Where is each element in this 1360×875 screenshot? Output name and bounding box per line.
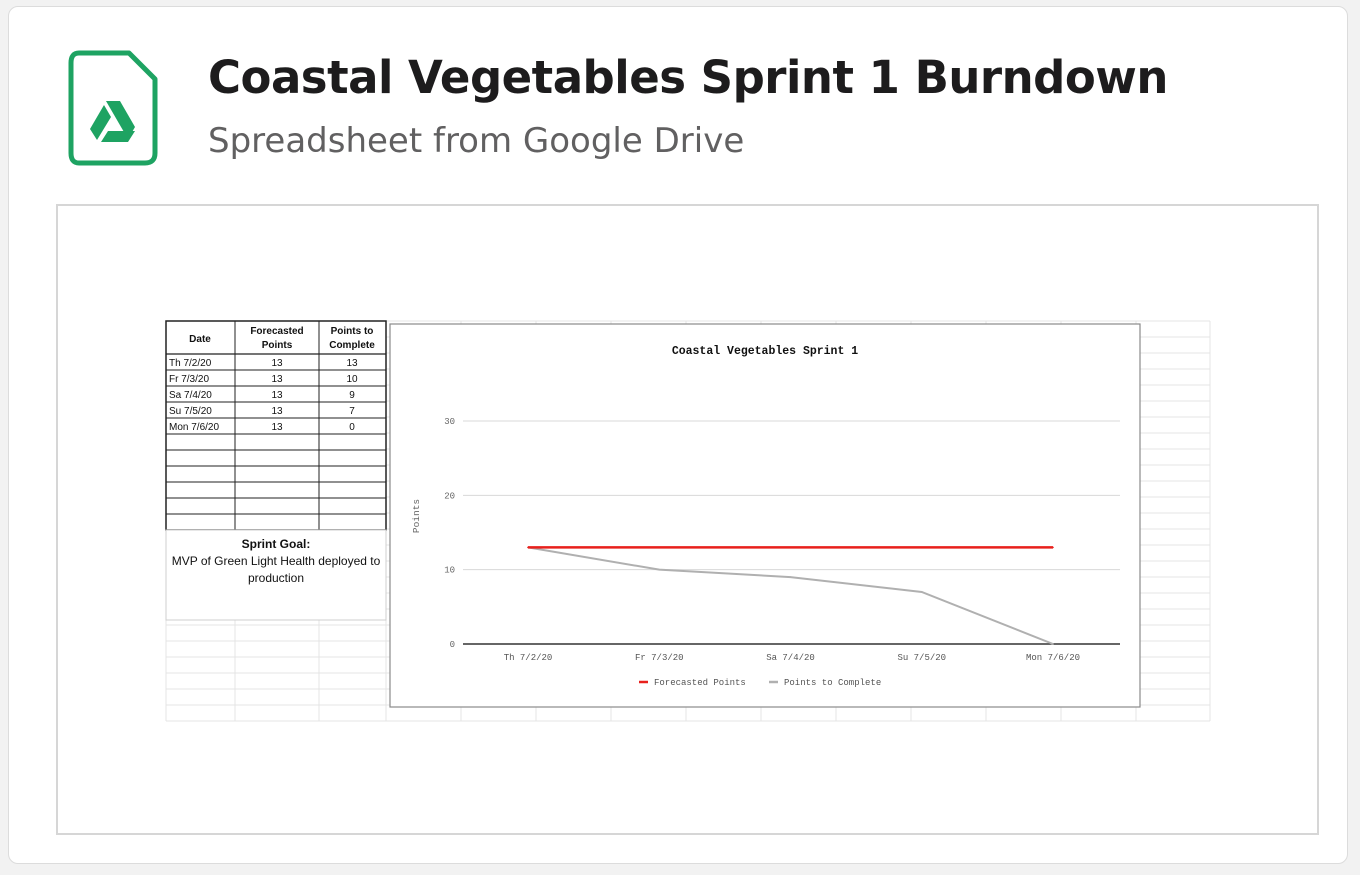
x-tick-label: Mon 7/6/20 bbox=[1026, 653, 1080, 663]
drive-logo-icon bbox=[90, 101, 135, 142]
data-point bbox=[920, 591, 923, 593]
spreadsheet-thumbnail: Date Forecasted Points Points to Complet… bbox=[165, 320, 1211, 722]
table-cell-forecasted: 13 bbox=[271, 422, 283, 433]
y-tick-label: 30 bbox=[444, 417, 455, 427]
sprint-goal-label: Sprint Goal: bbox=[242, 537, 311, 551]
burndown-chart: Coastal Vegetables Sprint 1 Points 0 10 20… bbox=[389, 323, 1141, 708]
table-border bbox=[165, 320, 387, 531]
sprint-goal-text-line2: production bbox=[248, 571, 304, 585]
header-forecasted-line1: Forecasted bbox=[250, 326, 303, 337]
y-tick-label: 20 bbox=[444, 491, 455, 501]
table-cell-forecasted: 13 bbox=[271, 390, 283, 401]
table-cell-points: 13 bbox=[346, 358, 358, 369]
header-forecasted-line2: Points bbox=[262, 340, 293, 351]
chart-legend: Forecasted Points Points to Complete bbox=[639, 678, 881, 688]
table-cell-date: Mon 7/6/20 bbox=[169, 422, 219, 433]
data-point bbox=[920, 546, 923, 549]
chart-gridlines bbox=[463, 420, 1120, 645]
header-points-line2: Complete bbox=[329, 340, 375, 351]
table-cell-points: 0 bbox=[349, 422, 355, 433]
y-axis-label: Points bbox=[411, 499, 422, 533]
table-cell-date: Th 7/2/20 bbox=[169, 358, 212, 369]
table-cell-forecasted: 13 bbox=[271, 374, 283, 385]
table-cell-forecasted: 13 bbox=[271, 358, 283, 369]
google-drive-spreadsheet-icon bbox=[68, 50, 158, 166]
chart-frame bbox=[389, 323, 1141, 708]
data-table: Date Forecasted Points Points to Complet… bbox=[165, 320, 387, 621]
chart-title: Coastal Vegetables Sprint 1 bbox=[672, 345, 858, 358]
data-point bbox=[1052, 546, 1054, 549]
legend-label: Forecasted Points bbox=[654, 678, 746, 688]
x-tick-label: Sa 7/4/20 bbox=[766, 653, 815, 663]
table-cell-points: 10 bbox=[346, 374, 358, 385]
data-point bbox=[789, 576, 792, 578]
table-cell-points: 9 bbox=[349, 390, 355, 401]
y-tick-label: 10 bbox=[444, 566, 455, 576]
drive-attachment-card[interactable]: Coastal Vegetables Sprint 1 Burndown Spr… bbox=[8, 6, 1348, 864]
table-cell-date: Fr 7/3/20 bbox=[169, 374, 209, 385]
file-title[interactable]: Coastal Vegetables Sprint 1 Burndown bbox=[208, 51, 1168, 104]
data-point bbox=[658, 568, 661, 571]
table-cell-points: 7 bbox=[349, 406, 355, 417]
file-source-subtitle: Spreadsheet from Google Drive bbox=[208, 121, 745, 161]
table-cell-date: Su 7/5/20 bbox=[169, 406, 212, 417]
data-point bbox=[527, 546, 529, 549]
header-date: Date bbox=[189, 334, 211, 345]
y-tick-label: 0 bbox=[450, 640, 455, 650]
sprint-goal-box bbox=[165, 529, 387, 621]
x-tick-label: Th 7/2/20 bbox=[504, 653, 553, 663]
table-cell-forecasted: 13 bbox=[271, 406, 283, 417]
sprint-goal-text-line1: MVP of Green Light Health deployed to bbox=[172, 554, 381, 568]
data-point bbox=[658, 546, 661, 549]
x-tick-label: Fr 7/3/20 bbox=[635, 653, 684, 663]
data-point bbox=[789, 546, 792, 549]
legend-label: Points to Complete bbox=[784, 678, 881, 688]
spreadsheet-preview[interactable]: Date Forecasted Points Points to Complet… bbox=[56, 204, 1319, 835]
header-points-line1: Points to bbox=[331, 326, 374, 337]
table-cell-date: Sa 7/4/20 bbox=[169, 390, 212, 401]
x-tick-label: Su 7/5/20 bbox=[897, 653, 946, 663]
data-point bbox=[1052, 643, 1054, 645]
